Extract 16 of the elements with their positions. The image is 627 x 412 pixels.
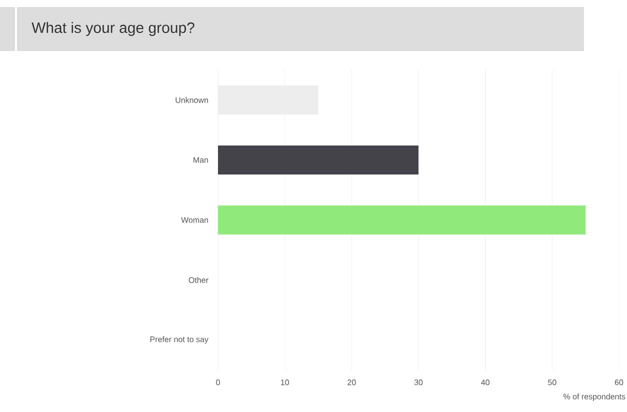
- y-tick-label: Prefer not to say: [150, 336, 208, 344]
- x-tick-label: 60: [614, 380, 624, 386]
- x-tick-label: 20: [348, 380, 356, 386]
- x-tick-label: 30: [414, 380, 423, 386]
- bar: [218, 146, 418, 174]
- bar: [218, 205, 586, 234]
- y-tick-label: Other: [188, 277, 208, 283]
- x-tick-label: 50: [548, 380, 556, 386]
- x-axis-title: % of respondents: [563, 394, 626, 401]
- y-tick-label: Woman: [181, 217, 208, 223]
- y-tick-label: Man: [194, 157, 208, 163]
- y-tick-label: Unknown: [176, 97, 208, 103]
- x-tick-label: 10: [280, 380, 289, 386]
- x-tick-label: 0: [216, 380, 220, 386]
- x-tick-label: 40: [481, 380, 490, 386]
- chart-title: What is your age group?: [32, 22, 194, 36]
